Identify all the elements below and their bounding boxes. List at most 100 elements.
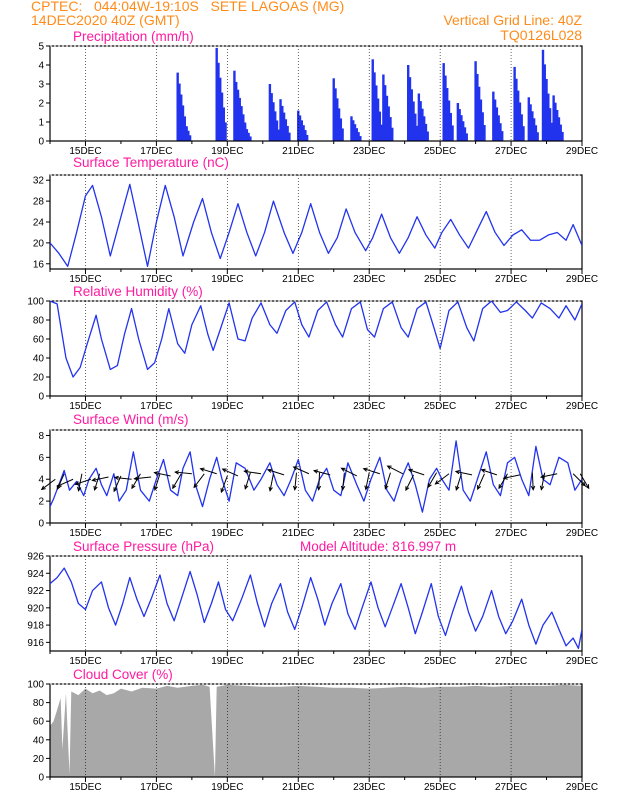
- precip-bar: [243, 125, 247, 141]
- precip-bar: [376, 98, 380, 141]
- precip-bar: [543, 64, 546, 141]
- precip-bar: [387, 106, 390, 141]
- y-tick-label: 1: [38, 118, 44, 129]
- wind-arrow-head: [131, 484, 136, 490]
- wind-arrow-shaft: [579, 473, 590, 489]
- y-tick-label: 20: [33, 754, 45, 765]
- y-tick-label: 0: [38, 392, 44, 403]
- wind-arrow-shaft: [384, 472, 391, 489]
- y-tick-label: 28: [33, 197, 45, 208]
- precip-bar: [561, 131, 564, 141]
- y-tick-label: 20: [33, 373, 45, 384]
- wind-arrow-head: [172, 484, 177, 490]
- wind-arrow-head: [221, 468, 227, 473]
- precip-bar: [357, 132, 360, 141]
- wind-arrow-shaft: [244, 472, 251, 489]
- precip-bar: [456, 103, 460, 141]
- panel-title: Surface Pressure (hPa): [73, 539, 214, 554]
- wind-arrow-shaft: [342, 472, 345, 490]
- precip-bar: [555, 109, 559, 141]
- panel-4: 0 2 4 6 8 15DEC 17DEC 19DEC 21DEC 23DEC 25DEC 27DEC…: [38, 412, 598, 539]
- y-tick-label: 2: [38, 99, 44, 110]
- wind-arrow-shaft: [481, 469, 498, 476]
- precip-bar: [552, 95, 555, 141]
- precip-bar: [426, 131, 429, 141]
- y-tick-label: 926: [27, 552, 44, 563]
- precip-bar: [240, 118, 243, 141]
- x-tick-label: 21DEC: [282, 656, 314, 667]
- precip-bar: [407, 65, 410, 141]
- precip-bar: [238, 97, 241, 141]
- x-tick-label: 21DEC: [282, 401, 314, 412]
- wind-arrow-shaft: [220, 475, 228, 493]
- precip-bar: [536, 132, 539, 141]
- precip-bar: [304, 130, 307, 141]
- y-tick-label: 920: [27, 603, 44, 614]
- x-tick-label: 25DEC: [424, 782, 456, 793]
- wind-arrow-head: [77, 486, 82, 492]
- precip-bar: [176, 72, 179, 141]
- precip-bar: [479, 99, 483, 141]
- x-tick-label: 27DEC: [495, 146, 527, 157]
- y-tick-label: 16: [33, 259, 45, 270]
- precip-bar: [305, 134, 309, 141]
- precip-bar: [548, 108, 552, 141]
- wind-arrow-head: [480, 468, 486, 473]
- wind-arrow-shaft: [363, 468, 380, 475]
- x-tick-label: 25DEC: [424, 274, 456, 285]
- wind-arrow-head: [585, 484, 590, 490]
- precip-bar: [219, 77, 222, 141]
- wind-arrow-head: [539, 474, 546, 479]
- precip-bar: [522, 126, 525, 141]
- precip-bar: [185, 126, 188, 141]
- series-line: [50, 301, 582, 378]
- x-tick-label: 29DEC: [566, 146, 598, 157]
- precip-bar: [245, 129, 249, 141]
- precip-bar: [447, 100, 451, 141]
- precip-bar: [373, 72, 376, 141]
- wind-arrow-shaft: [540, 472, 546, 490]
- precip-bar: [559, 124, 562, 141]
- y-tick-label: 2: [38, 497, 44, 508]
- precip-bar: [410, 89, 413, 141]
- precip-bar: [527, 97, 530, 141]
- wind-arrow-head: [113, 475, 119, 481]
- x-tick-label: 15DEC: [69, 528, 101, 539]
- panel-6: 0 20 40 60 80 100 15DEC 17DEC 19DEC 21DEC 23DEC 25D…: [27, 667, 598, 793]
- precip-bar: [449, 112, 452, 141]
- y-tick-label: 918: [27, 621, 44, 632]
- precip-bar: [501, 131, 504, 141]
- wind-arrow-shaft: [41, 478, 56, 490]
- y-tick-label: 0: [38, 519, 44, 530]
- precip-bar: [389, 117, 392, 141]
- wind-arrow-head: [581, 481, 586, 487]
- precip-bar: [298, 115, 302, 141]
- precip-bar: [499, 123, 502, 141]
- precip-bar: [408, 77, 412, 141]
- x-tick-label: 25DEC: [424, 146, 456, 157]
- x-tick-label: 27DEC: [495, 656, 527, 667]
- panel-3: 0 20 40 60 80 100 15DEC 17DEC 19DEC 21DEC 23DEC 25D…: [27, 284, 598, 412]
- precip-bar: [336, 98, 339, 141]
- precip-bar: [359, 136, 362, 141]
- precip-bar: [442, 63, 445, 141]
- header-model-code: TQ0126L028: [500, 27, 582, 43]
- panel-title: Cloud Cover (%): [73, 667, 173, 682]
- precip-bar: [474, 61, 477, 142]
- y-tick-label: 916: [27, 638, 44, 649]
- precip-bar: [520, 114, 523, 141]
- precip-bar: [233, 70, 236, 141]
- wind-arrow-head: [502, 475, 508, 480]
- precip-bar: [300, 120, 304, 141]
- wind-arrow-shaft: [56, 473, 65, 490]
- y-tick-label: 80: [33, 316, 45, 327]
- wind-arrow-shaft: [572, 473, 586, 487]
- precip-bar: [417, 93, 421, 141]
- cloud-cover-area: [50, 684, 582, 777]
- panel-subtitle: Model Altitude: 816.997 m: [300, 539, 456, 554]
- precip-bar: [446, 88, 449, 141]
- precip-bar: [375, 85, 378, 141]
- wind-arrow-shaft: [455, 473, 462, 491]
- header-location: CPTEC: 044:04W-19:10S SETE LAGOAS (MG): [31, 0, 345, 14]
- x-tick-label: 25DEC: [424, 528, 456, 539]
